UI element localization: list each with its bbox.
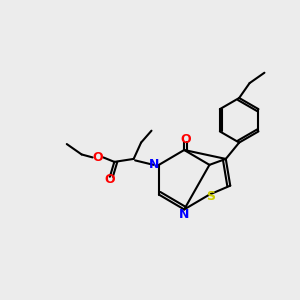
Text: S: S [206,190,215,202]
Text: N: N [179,208,189,221]
Text: N: N [148,158,159,171]
Text: O: O [93,151,103,164]
Text: O: O [180,133,191,146]
Text: O: O [105,173,115,186]
